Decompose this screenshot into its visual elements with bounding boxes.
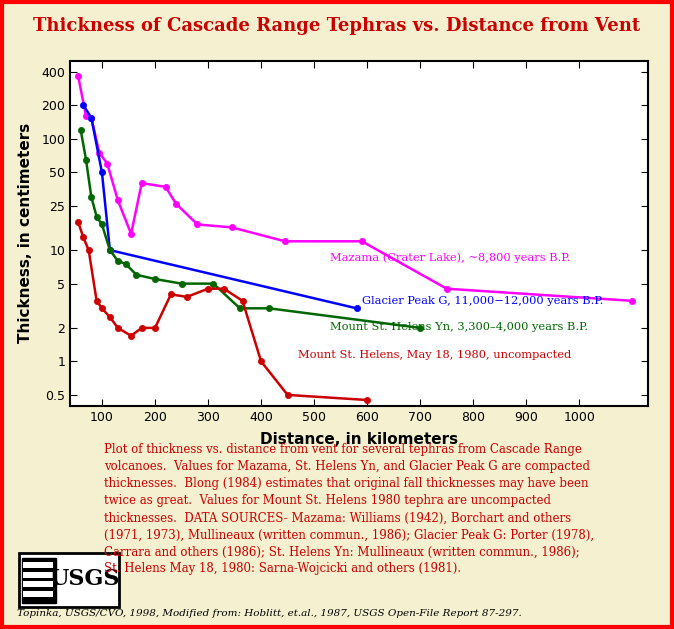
X-axis label: Distance, in kilometers: Distance, in kilometers [260, 432, 458, 447]
FancyBboxPatch shape [23, 591, 53, 597]
Text: Mazama (Crater Lake), ~8,800 years B.P.: Mazama (Crater Lake), ~8,800 years B.P. [330, 253, 570, 264]
Text: USGS: USGS [49, 568, 120, 590]
Text: Thickness of Cascade Range Tephras vs. Distance from Vent: Thickness of Cascade Range Tephras vs. D… [34, 18, 640, 35]
FancyBboxPatch shape [23, 581, 53, 587]
FancyBboxPatch shape [19, 554, 119, 607]
FancyBboxPatch shape [23, 572, 53, 578]
Text: Mount St. Helens Yn, 3,300–4,000 years B.P.: Mount St. Helens Yn, 3,300–4,000 years B… [330, 321, 588, 331]
Text: Plot of thickness vs. distance from vent for several tephras from Cascade Range
: Plot of thickness vs. distance from vent… [104, 443, 594, 576]
Y-axis label: Thickness, in centimeters: Thickness, in centimeters [18, 123, 33, 343]
FancyBboxPatch shape [23, 562, 53, 569]
Text: Topinka, USGS/CVO, 1998, Modified from: Hoblitt, et.al., 1987, USGS Open-File Re: Topinka, USGS/CVO, 1998, Modified from: … [17, 609, 522, 618]
Text: Glacier Peak G, 11,000−12,000 years B.P.: Glacier Peak G, 11,000−12,000 years B.P. [362, 296, 603, 306]
Text: Mount St. Helens, May 18, 1980, uncompacted: Mount St. Helens, May 18, 1980, uncompac… [298, 350, 572, 360]
FancyBboxPatch shape [22, 557, 55, 603]
